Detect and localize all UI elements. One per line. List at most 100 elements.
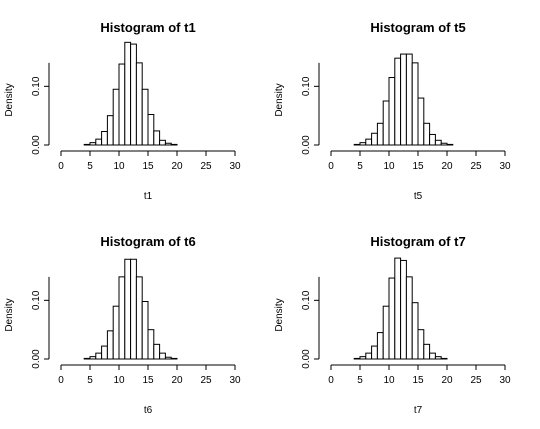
x-tick-label: 15 <box>142 161 154 172</box>
histogram-bar <box>423 122 431 146</box>
histogram-bar <box>411 62 419 146</box>
histogram-bar <box>101 131 108 146</box>
axes-t5: 0 5 10 15 20 25 30 0.00 0.10 <box>301 62 511 172</box>
y-tick-label: 0.00 <box>31 349 42 369</box>
x-tick-label: 25 <box>470 375 482 386</box>
histogram-bar <box>423 343 431 360</box>
histogram-bar <box>135 62 143 146</box>
histogram-bar <box>440 142 448 146</box>
panel-t6: Histogram of t6 0 5 10 15 20 25 300.000.10 t6 … <box>4 234 241 416</box>
x-tick-label: 10 <box>383 375 395 386</box>
x-tick-label: 15 <box>142 375 154 386</box>
histogram-bar <box>141 88 149 146</box>
x-tick-label: 30 <box>499 161 511 172</box>
histogram-bar <box>118 276 126 360</box>
histogram-bar <box>147 113 155 146</box>
x-tick-label: 30 <box>229 161 241 172</box>
panel-t1: Histogram of t1 0 5 10 15 20 25 300.000.10 t1 … <box>4 20 241 202</box>
histogram-bar <box>170 357 178 360</box>
x-tick-label: 10 <box>383 161 395 172</box>
x-tick-label: 5 <box>87 375 93 386</box>
x-tick-label: 5 <box>87 161 93 172</box>
histogram-bar <box>106 330 114 360</box>
y-tick-label: 0.10 <box>31 290 42 310</box>
axes-t7: 0 5 10 15 20 25 30 0.00 0.10 <box>301 276 511 386</box>
x-tick-label: 20 <box>171 161 183 172</box>
histogram-bar <box>446 143 454 146</box>
chart-title: Histogram of t6 <box>100 234 195 249</box>
histogram-bar <box>89 142 97 146</box>
histogram-bar <box>164 142 172 146</box>
y-axis-label: Density <box>4 298 15 331</box>
histogram-bar <box>429 352 436 360</box>
histogram-bar <box>388 77 396 146</box>
chart-title: Histogram of t7 <box>370 234 465 249</box>
x-axis-label: t6 <box>144 405 153 416</box>
histogram-bar <box>429 133 436 146</box>
x-tick-label: 5 <box>357 375 363 386</box>
histogram-bar <box>382 100 390 146</box>
x-tick-label: 0 <box>58 375 64 386</box>
histogram-bar <box>153 343 161 360</box>
histogram-bar <box>83 143 91 146</box>
x-axis-label: t5 <box>414 191 423 202</box>
histogram-bar <box>164 356 172 360</box>
x-axis-label: t1 <box>144 191 153 202</box>
histogram-bar <box>130 258 137 360</box>
histogram-bar <box>359 142 367 146</box>
panel-t5: Histogram of t5 0 5 10 15 20 25 300.000.10 t5 … <box>274 20 511 202</box>
histogram-bar <box>400 53 407 146</box>
x-tick-label: 0 <box>58 161 64 172</box>
x-tick-label: 30 <box>499 375 511 386</box>
histogram-bar <box>159 352 166 360</box>
histogram-bar <box>405 53 413 146</box>
histogram-bar <box>159 139 166 146</box>
histogram-bar <box>365 352 373 360</box>
histogram-bar <box>388 277 396 360</box>
chart-title: Histogram of t5 <box>370 20 465 35</box>
histogram-bar <box>434 356 442 360</box>
histogram-bar <box>106 115 114 146</box>
bars-t5 <box>353 53 454 146</box>
chart-title: Histogram of t1 <box>100 20 195 35</box>
axes-t6: 0 5 10 15 20 25 30 0.00 0.10 <box>31 276 241 386</box>
x-tick-label: 0 <box>328 161 334 172</box>
histogram-bar <box>376 332 384 360</box>
bars-t7 <box>353 257 448 360</box>
x-tick-label: 15 <box>412 161 424 172</box>
histogram-bar <box>95 138 103 146</box>
x-tick-label: 25 <box>470 161 482 172</box>
histogram-bar <box>417 97 425 146</box>
histogram-bar <box>371 345 378 360</box>
histogram-bar <box>434 139 442 146</box>
x-tick-label: 10 <box>113 161 125 172</box>
histogram-bar <box>170 143 178 146</box>
x-tick-label: 5 <box>357 161 363 172</box>
x-tick-label: 25 <box>200 375 212 386</box>
histogram-bar <box>130 43 137 146</box>
y-tick-label: 0.00 <box>301 135 312 155</box>
x-tick-label: 25 <box>200 161 212 172</box>
histogram-bar <box>400 259 407 360</box>
axes-t1: 0 5 10 15 20 25 30 0.00 0.10 <box>31 62 241 172</box>
y-axis-label: Density <box>274 298 285 331</box>
histogram-bar <box>376 122 384 146</box>
histogram-bar <box>83 357 91 360</box>
x-tick-label: 30 <box>229 375 241 386</box>
histogram-bar <box>359 356 367 360</box>
x-tick-label: 0 <box>328 375 334 386</box>
histogram-bar <box>411 302 419 360</box>
histogram-bar <box>405 276 413 360</box>
histogram-bar <box>135 276 143 360</box>
histogram-bar <box>101 345 108 360</box>
histogram-bar <box>147 329 155 360</box>
y-tick-label: 0.00 <box>31 135 42 155</box>
histogram-bar <box>365 138 373 146</box>
histogram-bar <box>394 257 402 360</box>
y-tick-label: 0.10 <box>31 76 42 96</box>
y-tick-label: 0.00 <box>301 349 312 369</box>
y-tick-label: 0.10 <box>301 76 312 96</box>
x-tick-label: 20 <box>171 375 183 386</box>
histogram-bar <box>112 305 120 360</box>
